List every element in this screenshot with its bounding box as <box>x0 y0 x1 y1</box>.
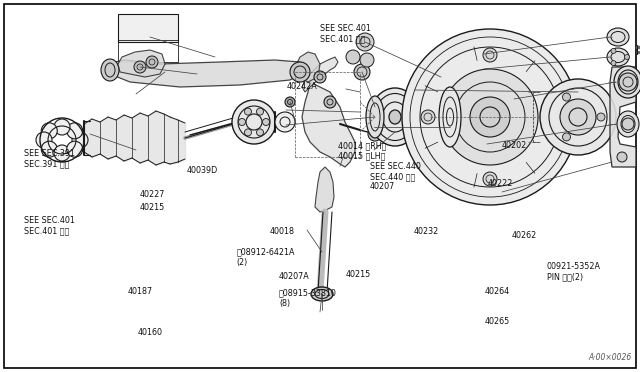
Ellipse shape <box>311 287 333 301</box>
Text: 40207A: 40207A <box>279 272 310 280</box>
Circle shape <box>346 50 360 64</box>
Circle shape <box>619 73 637 91</box>
Circle shape <box>41 123 57 139</box>
Circle shape <box>54 145 70 161</box>
Circle shape <box>54 119 70 135</box>
Ellipse shape <box>439 87 461 147</box>
Bar <box>118 14 178 42</box>
Ellipse shape <box>389 110 401 124</box>
Circle shape <box>597 113 605 121</box>
Circle shape <box>356 33 374 51</box>
Circle shape <box>622 118 634 130</box>
Circle shape <box>354 64 370 80</box>
Ellipse shape <box>607 48 629 66</box>
Text: 40215: 40215 <box>346 270 371 279</box>
Circle shape <box>41 141 57 157</box>
Ellipse shape <box>366 96 384 138</box>
Ellipse shape <box>617 111 639 137</box>
Bar <box>118 40 178 62</box>
Circle shape <box>257 129 264 136</box>
Circle shape <box>324 96 336 108</box>
Circle shape <box>625 55 630 60</box>
Circle shape <box>545 110 559 124</box>
Ellipse shape <box>101 59 119 81</box>
Ellipse shape <box>370 88 420 146</box>
Text: ⓝ08912-6421A
(2): ⓝ08912-6421A (2) <box>237 247 295 267</box>
Ellipse shape <box>607 28 629 46</box>
Circle shape <box>290 62 310 82</box>
Circle shape <box>262 119 269 125</box>
Text: 40160: 40160 <box>138 328 163 337</box>
Text: 40222: 40222 <box>488 179 513 187</box>
Circle shape <box>36 132 52 148</box>
Circle shape <box>244 129 252 136</box>
Text: 40264: 40264 <box>484 287 509 296</box>
Text: 40202: 40202 <box>502 141 527 150</box>
Circle shape <box>232 100 276 144</box>
Circle shape <box>146 56 158 68</box>
Circle shape <box>67 123 83 139</box>
Circle shape <box>285 97 295 107</box>
Text: SEE SEC.440
SEC.440 参照: SEE SEC.440 SEC.440 参照 <box>370 162 420 181</box>
Text: 40187: 40187 <box>128 287 153 296</box>
Text: 40207: 40207 <box>370 182 395 191</box>
Circle shape <box>617 152 627 162</box>
Circle shape <box>360 53 374 67</box>
Polygon shape <box>105 60 305 87</box>
Text: 40232: 40232 <box>414 227 439 236</box>
Circle shape <box>442 69 538 165</box>
Circle shape <box>72 132 88 148</box>
Circle shape <box>470 97 510 137</box>
Circle shape <box>483 48 497 62</box>
Circle shape <box>275 112 295 132</box>
Text: 40265: 40265 <box>484 317 509 326</box>
Text: 40014 （RH）
40015 （LH）: 40014 （RH） 40015 （LH） <box>338 141 387 161</box>
Ellipse shape <box>614 66 640 98</box>
Circle shape <box>244 108 252 115</box>
Polygon shape <box>295 52 320 82</box>
Text: 40262: 40262 <box>512 231 537 240</box>
Circle shape <box>257 108 264 115</box>
Circle shape <box>67 141 83 157</box>
Text: A·00×0026: A·00×0026 <box>589 353 632 362</box>
Circle shape <box>368 127 382 141</box>
Text: 40227: 40227 <box>140 190 165 199</box>
Polygon shape <box>302 82 355 167</box>
Text: SEE SEC.401
SEC.401 参照: SEE SEC.401 SEC.401 参照 <box>320 24 371 44</box>
Circle shape <box>611 48 616 54</box>
Circle shape <box>560 99 596 135</box>
Polygon shape <box>315 167 334 212</box>
Circle shape <box>563 93 570 101</box>
Circle shape <box>611 61 616 65</box>
Text: 40242A: 40242A <box>287 82 317 91</box>
Circle shape <box>402 29 578 205</box>
Circle shape <box>421 110 435 124</box>
Text: SEE SEC.401
SEC.401 参照: SEE SEC.401 SEC.401 参照 <box>24 216 75 235</box>
Polygon shape <box>610 67 636 167</box>
Circle shape <box>563 133 570 141</box>
Circle shape <box>483 172 497 186</box>
Text: 40215: 40215 <box>140 203 164 212</box>
Circle shape <box>314 71 326 83</box>
Circle shape <box>134 61 146 73</box>
Polygon shape <box>118 50 165 77</box>
Text: 40039D: 40039D <box>187 166 218 174</box>
Polygon shape <box>302 57 338 92</box>
Text: ⓜ08915-33810
(8): ⓜ08915-33810 (8) <box>279 288 337 308</box>
Text: SEE SEC.391
SEC.391 参照: SEE SEC.391 SEC.391 参照 <box>24 149 76 168</box>
Text: 40018: 40018 <box>270 227 295 236</box>
Circle shape <box>239 119 246 125</box>
Circle shape <box>540 79 616 155</box>
Text: 00921-5352A
PIN ピン(2): 00921-5352A PIN ピン(2) <box>547 262 600 282</box>
Circle shape <box>617 72 627 82</box>
